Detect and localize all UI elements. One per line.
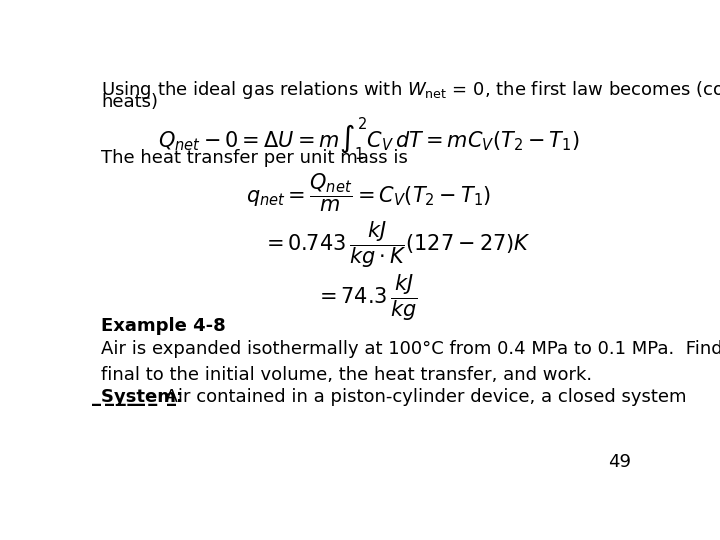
Text: $= 0.743\,\dfrac{kJ}{kg \cdot K}(127 - 27)K$: $= 0.743\,\dfrac{kJ}{kg \cdot K}(127 - 2… [262, 220, 531, 271]
Text: Air contained in a piston-cylinder device, a closed system: Air contained in a piston-cylinder devic… [154, 388, 687, 406]
Text: ̲S̲y̲s̲t̲e̲m̲:: ̲S̲y̲s̲t̲e̲m̲: [101, 388, 184, 406]
Text: $Q_{net} - 0 = \Delta U = m\int_1^2 C_V\,dT = mC_V(T_2 - T_1)$: $Q_{net} - 0 = \Delta U = m\int_1^2 C_V\… [158, 116, 580, 163]
Text: Air is expanded isothermally at 100°C from 0.4 MPa to 0.1 MPa.  Find the ratio o: Air is expanded isothermally at 100°C fr… [101, 341, 720, 384]
Text: The heat transfer per unit mass is: The heat transfer per unit mass is [101, 149, 408, 167]
Text: Example 4-8: Example 4-8 [101, 317, 226, 335]
Text: Using the ideal gas relations with $W_{\mathrm{net}}$ = 0, the first law becomes: Using the ideal gas relations with $W_{\… [101, 79, 720, 102]
Text: $= 74.3\,\dfrac{kJ}{kg}$: $= 74.3\,\dfrac{kJ}{kg}$ [315, 273, 418, 323]
Text: 49: 49 [608, 454, 631, 471]
Text: $q_{net} = \dfrac{Q_{net}}{m} = C_V(T_2 - T_1)$: $q_{net} = \dfrac{Q_{net}}{m} = C_V(T_2 … [246, 172, 492, 214]
Text: heats): heats) [101, 93, 158, 111]
